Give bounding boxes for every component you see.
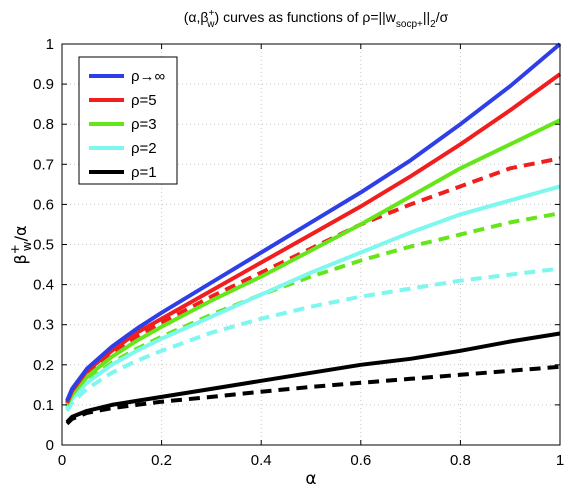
tick-labels: 0 0.2 0.4 0.6 0.8 1 0 0.1 0.2 0.3 0.4 0.5 0.6 0.7 0.8 0… — [33, 36, 564, 469]
x-tick-label: 0.4 — [251, 452, 272, 469]
x-tick-label: 1 — [556, 452, 564, 469]
x-tick-label: 0.2 — [151, 452, 172, 469]
legend-label-2: ρ=3 — [131, 116, 157, 133]
x-tick-label: 0 — [58, 452, 66, 469]
legend: ρ→∞ ρ=5 ρ=3 ρ=2 ρ=1 — [78, 56, 178, 185]
series-line-4 — [65, 331, 561, 424]
chart-title: (α,β+ w) curves as functions of ρ=||wsocp… — [184, 8, 449, 30]
x-tick-label: 0.8 — [450, 452, 471, 469]
dashed-series-line-6 — [65, 211, 561, 408]
dashed-series-line-5 — [65, 156, 561, 404]
legend-label-4: ρ=1 — [131, 164, 157, 181]
series-layer — [65, 42, 562, 426]
y-tick-label: 0 — [46, 437, 54, 454]
y-tick-label: 0.6 — [33, 196, 54, 213]
y-tick-label: 0.1 — [33, 397, 54, 414]
y-tick-label: 0.3 — [33, 317, 54, 334]
y-axis-label: β+w/α — [8, 225, 34, 264]
x-tick-label: 0.6 — [350, 452, 371, 469]
y-tick-label: 0.4 — [33, 277, 54, 294]
series-line-3 — [65, 184, 561, 410]
y-tick-label: 0.8 — [33, 116, 54, 133]
legend-label-1: ρ=5 — [131, 92, 157, 109]
grid — [62, 44, 560, 445]
x-axis-label: α — [305, 469, 316, 489]
series-line-0 — [65, 42, 562, 402]
y-tick-label: 0.7 — [33, 156, 54, 173]
y-tick-label: 0.5 — [33, 237, 54, 254]
y-tick-label: 0.2 — [33, 357, 54, 374]
y-tick-label: 0.9 — [33, 76, 54, 93]
series-line-2 — [65, 118, 561, 406]
legend-label-0: ρ→∞ — [131, 68, 166, 85]
legend-label-3: ρ=2 — [131, 140, 157, 157]
y-tick-label: 1 — [46, 36, 54, 53]
legend-box — [78, 56, 178, 185]
dashed-series-line-8 — [65, 364, 561, 426]
ticks — [61, 43, 561, 446]
